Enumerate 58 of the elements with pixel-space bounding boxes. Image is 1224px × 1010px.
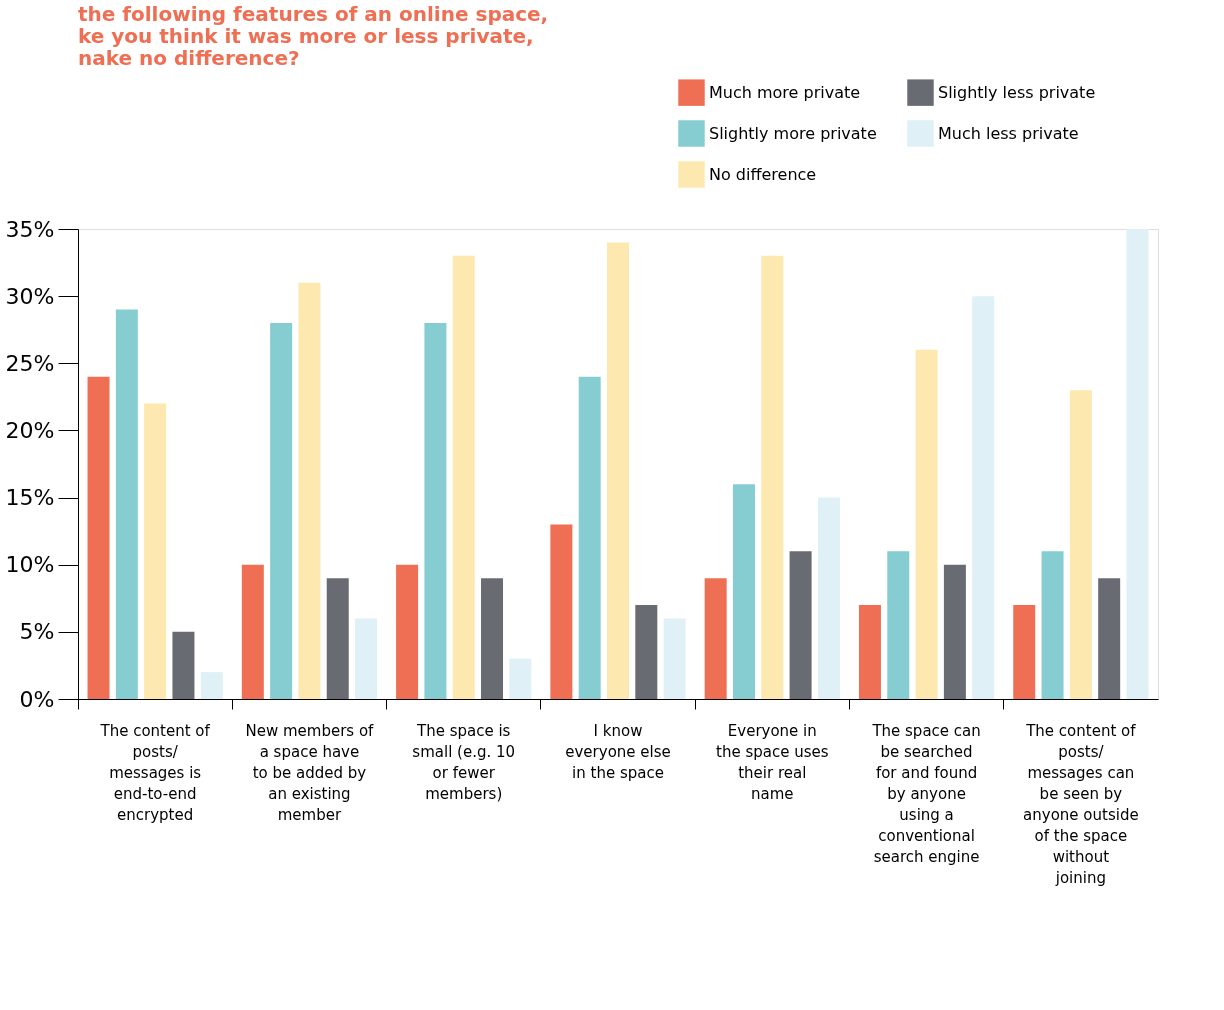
bar <box>550 524 573 699</box>
legend-label: Slightly less private <box>938 82 1096 102</box>
bar <box>241 564 264 699</box>
bar <box>452 255 475 699</box>
x-tick-label: New members of a space have to be added by an existing member <box>245 721 375 824</box>
bar <box>1041 551 1064 699</box>
y-tick-label: 5% <box>19 619 55 645</box>
bar <box>817 497 840 699</box>
y-tick-label: 30% <box>5 283 55 309</box>
bar <box>607 242 629 699</box>
y-tick-label: 25% <box>5 350 55 376</box>
bar <box>1069 390 1092 699</box>
y-tick-label: 0% <box>19 686 55 712</box>
bar <box>298 282 321 699</box>
bar <box>732 484 755 699</box>
bar <box>1126 229 1149 699</box>
bar <box>355 618 378 699</box>
y-tick-label: 20% <box>5 417 55 443</box>
bar <box>270 323 293 699</box>
bar <box>972 296 995 699</box>
bar <box>761 255 784 699</box>
bar <box>789 551 812 699</box>
bar <box>509 658 532 699</box>
legend-label: Much less private <box>938 123 1079 143</box>
bar <box>635 605 658 699</box>
bar <box>326 578 349 699</box>
bar <box>396 564 419 699</box>
bar <box>481 578 504 699</box>
bar <box>172 631 195 699</box>
bar <box>704 578 727 699</box>
text: ke you think it was more or less private, <box>78 24 534 48</box>
legend-label: Slightly more private <box>709 123 877 143</box>
x-tick-label: The content of posts/ messages is end-to-end encrypted <box>99 721 211 824</box>
bar <box>887 551 910 699</box>
y-tick-label: 15% <box>5 485 55 511</box>
text: nake no difference? <box>78 46 300 70</box>
x-tick-label: The space is small (e.g. 10 or fewer members) <box>412 721 516 803</box>
bar <box>200 672 223 699</box>
x-tick-label: Everyone in the space uses their real name <box>716 721 829 803</box>
bar <box>144 403 167 699</box>
bar <box>915 349 938 699</box>
x-tick-label: I know everyone else in the space <box>565 721 671 782</box>
x-tick-label: The content of posts/ messages can be seen by anyone outside of the space without joining <box>1023 721 1139 887</box>
bar <box>663 618 686 699</box>
bar <box>578 376 601 699</box>
bar <box>943 564 966 699</box>
bar <box>1013 605 1036 699</box>
legend-label: Much more private <box>709 82 861 102</box>
bar <box>1098 578 1121 699</box>
bar <box>115 309 138 699</box>
text: the following features of an online space, <box>78 2 549 26</box>
x-tick-label: The space can be searched for and found by anyone using a conventional search engine <box>871 721 981 866</box>
bar <box>424 323 447 699</box>
y-tick-label: 10% <box>5 552 55 578</box>
y-tick-label: 35% <box>5 216 55 242</box>
bar <box>858 605 881 699</box>
bar <box>87 376 110 699</box>
legend-label: No difference <box>709 164 817 184</box>
